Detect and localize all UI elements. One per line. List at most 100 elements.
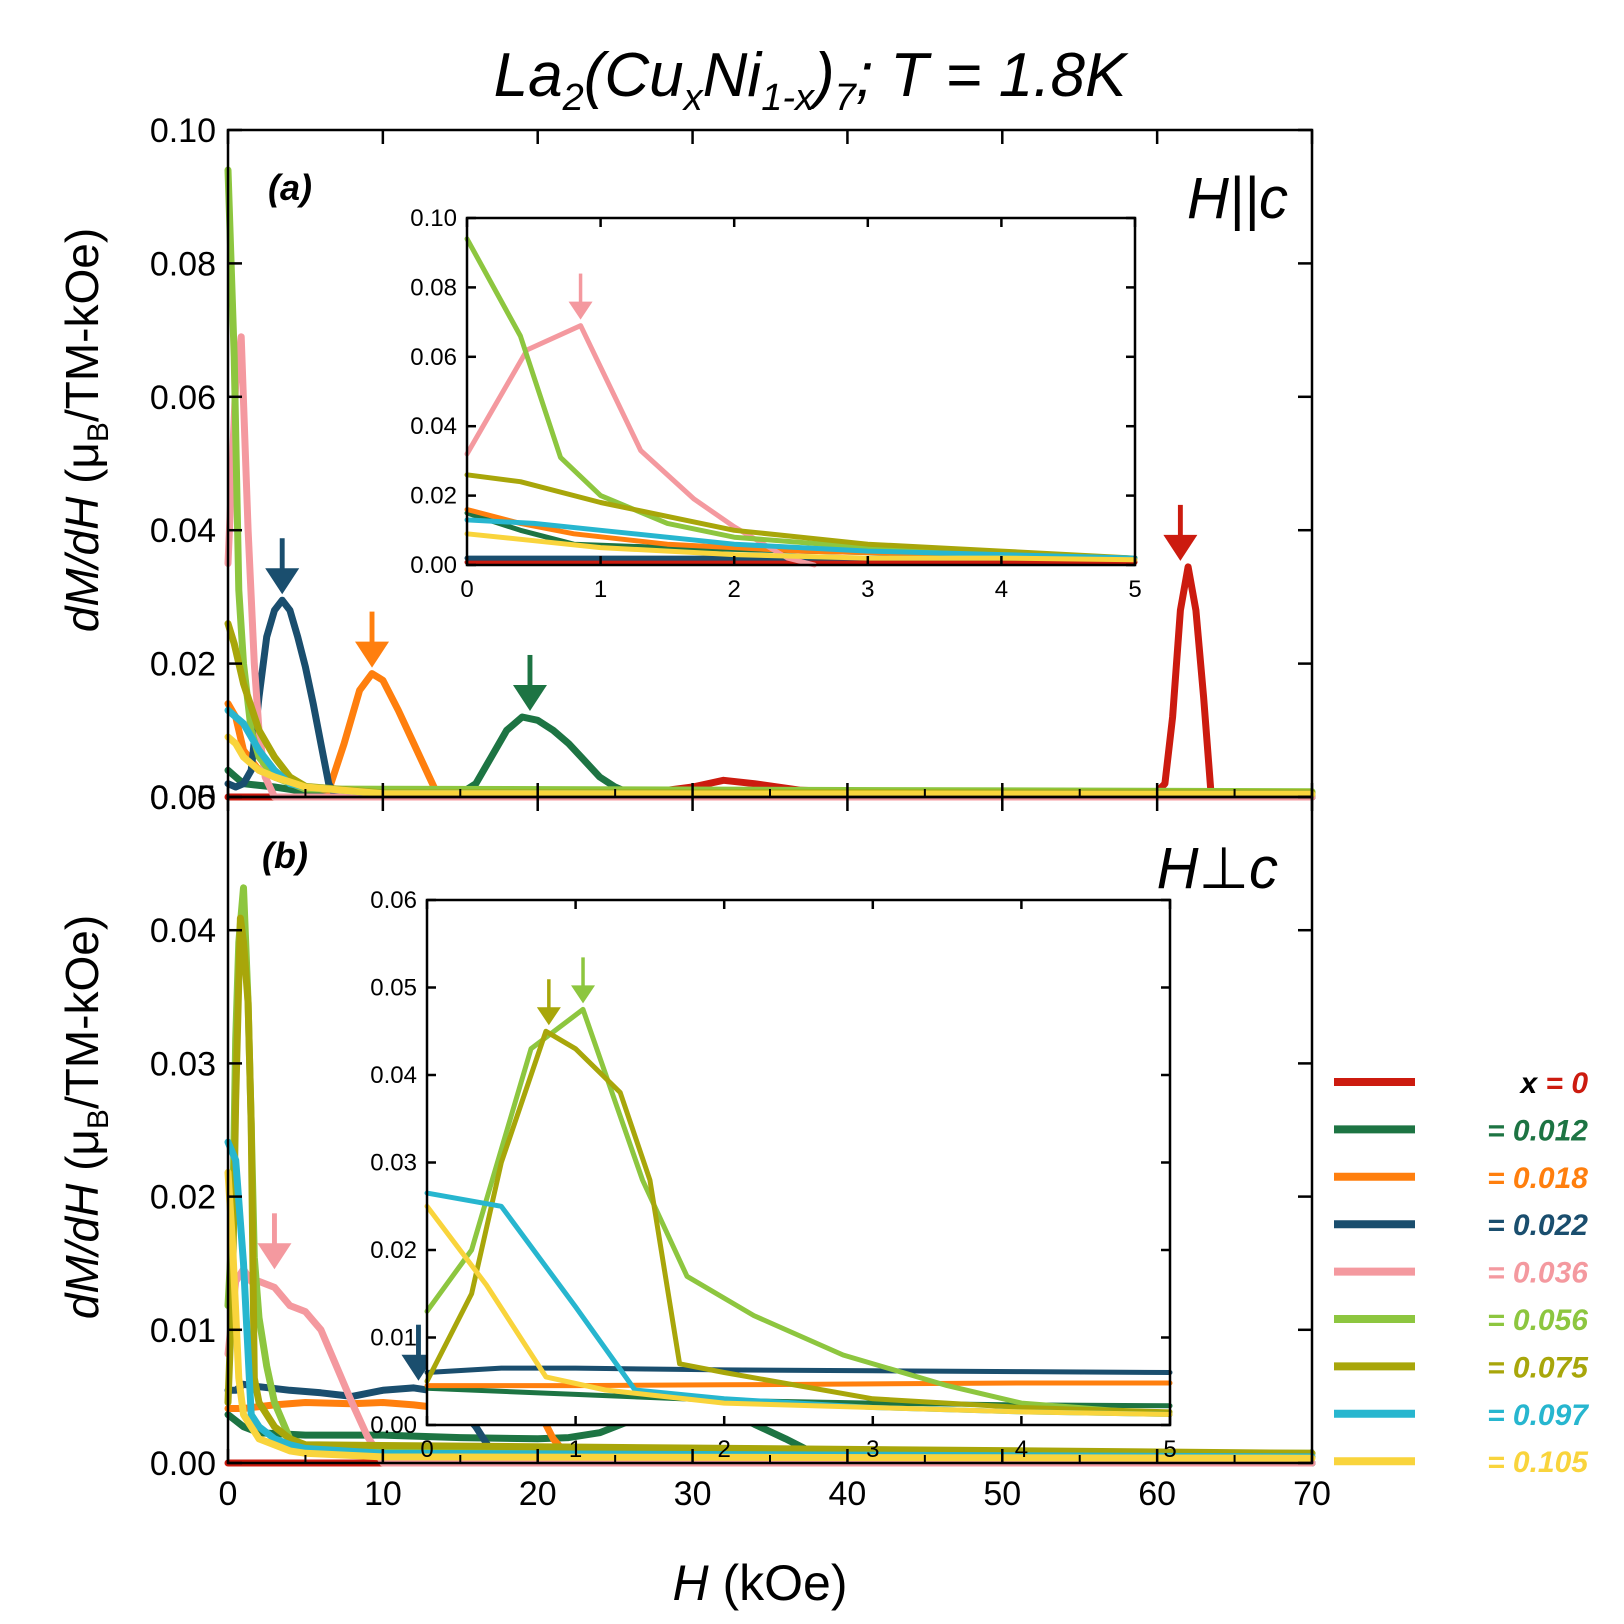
plot-frame bbox=[465, 216, 1137, 567]
series-line-x0105 bbox=[224, 1168, 1316, 1462]
series-line-x0022 bbox=[424, 1365, 1173, 1375]
series-line-x0105 bbox=[224, 733, 1316, 798]
y-tick-label: 0.06 bbox=[370, 887, 417, 914]
panel-b-inset: 0 1 2 3 4 5 0.00 0.01 0.02 0.03 0.04 0.05 0.06 bbox=[370, 887, 1176, 1463]
x-tick-label: 4 bbox=[995, 576, 1008, 603]
series-line-x0097 bbox=[224, 1138, 1316, 1461]
y-tick-label: 0.06 bbox=[150, 379, 216, 417]
peak-arrow-x0036 bbox=[257, 1213, 292, 1270]
x-axis-label: H (kOe) bbox=[672, 1555, 847, 1611]
inset-background bbox=[467, 218, 1135, 565]
peak-arrow-x0036 bbox=[568, 273, 593, 320]
series-line-x0097 bbox=[224, 706, 1316, 798]
x-tick-label: 30 bbox=[674, 1475, 712, 1513]
x-tick-label: 0 bbox=[460, 576, 473, 603]
series-group bbox=[464, 236, 1138, 568]
y-tick-label: 0.00 bbox=[410, 552, 457, 579]
x-tick-label: 5 bbox=[1128, 576, 1141, 603]
y-tick-label: 0.04 bbox=[410, 413, 457, 440]
legend-item-x0012: = 0.012 bbox=[1334, 1114, 1588, 1147]
legend-label: = 0.036 bbox=[1487, 1257, 1588, 1290]
panel-b-orientation: H⊥c bbox=[1157, 836, 1278, 901]
x-tick-label: 2 bbox=[718, 1436, 731, 1463]
y-tick-label: 0.01 bbox=[370, 1325, 417, 1352]
panel-b-label: (b) bbox=[262, 835, 308, 876]
series-group bbox=[224, 166, 1316, 801]
x-tick-label: 4 bbox=[1015, 1436, 1028, 1463]
panel-a-orientation: H||c bbox=[1187, 166, 1288, 231]
y-tick-label: 0.08 bbox=[410, 274, 457, 301]
series-line-x0056 bbox=[424, 1006, 1173, 1417]
x-tick-label: 3 bbox=[866, 1436, 879, 1463]
legend-label: = 0.012 bbox=[1487, 1114, 1588, 1147]
y-tick-label: 0.03 bbox=[150, 1045, 216, 1083]
y-tick-label: 0.10 bbox=[410, 205, 457, 232]
legend: x = 0 = 0.012 = 0.018 = 0.022 = 0.036 = 0.056… bbox=[1334, 1067, 1589, 1479]
peak-arrow-x0 bbox=[1163, 504, 1198, 561]
legend-item-x0056: = 0.056 bbox=[1334, 1304, 1588, 1337]
series-line-x0075 bbox=[224, 914, 1316, 1457]
x-tick-label: 70 bbox=[1293, 1475, 1331, 1513]
y-tick-label: 0.05 bbox=[370, 975, 417, 1002]
legend-label: = 0.075 bbox=[1487, 1351, 1589, 1384]
y-tick-label: 0.01 bbox=[150, 1312, 216, 1350]
peak-arrow-x0022 bbox=[265, 538, 300, 595]
legend-item-x0036: = 0.036 bbox=[1334, 1257, 1588, 1290]
series-line-x0097 bbox=[464, 517, 1138, 561]
peak-arrow-x0056 bbox=[571, 957, 596, 1004]
y-tick-label: 0.03 bbox=[370, 1150, 417, 1177]
series-line-x0018 bbox=[224, 670, 1316, 801]
legend-label: = 0.097 bbox=[1487, 1399, 1589, 1432]
peak-arrow-x0075 bbox=[536, 979, 561, 1026]
y-axis-label-b: dM/dH (μB/TM-kOe) bbox=[56, 915, 115, 1319]
y-tick-label: 0.02 bbox=[370, 1237, 417, 1264]
legend-label: = 0.022 bbox=[1487, 1209, 1588, 1242]
y-tick-label: 0.02 bbox=[150, 646, 216, 684]
y-tick-label: 0.02 bbox=[150, 1179, 216, 1217]
x-tick-label: 5 bbox=[1163, 1436, 1176, 1463]
legend-item-x0097: = 0.097 bbox=[1334, 1399, 1589, 1432]
y-tick-label: 0.00 bbox=[370, 1412, 417, 1439]
legend-item-x0105: = 0.105 bbox=[1334, 1446, 1589, 1479]
legend-item-x0022: = 0.022 bbox=[1334, 1209, 1588, 1242]
legend-label: = 0.105 bbox=[1487, 1446, 1589, 1479]
x-tick-label: 1 bbox=[594, 576, 607, 603]
legend-label: = 0.056 bbox=[1487, 1304, 1588, 1337]
legend-label: = 0.018 bbox=[1487, 1162, 1588, 1195]
y-tick-label: 0.04 bbox=[150, 512, 216, 550]
y-tick-label: 0.05 bbox=[150, 779, 216, 817]
y-tick-label: 0.02 bbox=[410, 483, 457, 510]
legend-item-x0018: = 0.018 bbox=[1334, 1162, 1588, 1195]
y-tick-label: 0.08 bbox=[150, 245, 216, 283]
x-tick-label: 0 bbox=[420, 1436, 433, 1463]
x-tick-label: 40 bbox=[829, 1475, 867, 1513]
legend-label: x = 0 bbox=[1518, 1067, 1588, 1100]
y-tick-label: 0.10 bbox=[150, 112, 216, 150]
y-tick-label: 0.00 bbox=[150, 779, 216, 817]
panel-a-inset: 0 1 2 3 4 5 0.00 0.02 0.04 0.06 0.08 0.10 bbox=[410, 205, 1141, 603]
series-line-x0022 bbox=[224, 596, 1316, 801]
legend-item-x0: x = 0 bbox=[1334, 1067, 1588, 1100]
x-tick-label: 10 bbox=[364, 1475, 402, 1513]
y-tick-label: 0.06 bbox=[410, 344, 457, 371]
series-line-x0036 bbox=[464, 323, 817, 568]
x-tick-label: 50 bbox=[983, 1475, 1021, 1513]
y-tick-label: 0.04 bbox=[150, 912, 216, 950]
x-tick-label: 1 bbox=[569, 1436, 582, 1463]
series-line-x0105 bbox=[424, 1203, 1173, 1417]
peak-arrow-x0018 bbox=[355, 611, 390, 668]
x-tick-label: 2 bbox=[728, 576, 741, 603]
x-tick-label: 3 bbox=[861, 576, 874, 603]
series-line-x0012 bbox=[224, 713, 1316, 801]
y-tick-label: 0.00 bbox=[150, 1445, 216, 1483]
series-line-x0075 bbox=[464, 472, 1138, 561]
series-line-x0075 bbox=[224, 620, 1316, 797]
y-axis-label-a: dM/dH (μB/TM-kOe) bbox=[56, 228, 115, 632]
x-tick-label: 20 bbox=[519, 1475, 557, 1513]
panel-a-label: (a) bbox=[268, 167, 312, 208]
x-tick-label: 0 bbox=[219, 1475, 238, 1513]
inset-background bbox=[427, 900, 1170, 1425]
series-group bbox=[424, 1006, 1173, 1417]
peak-arrow-x0012 bbox=[512, 654, 547, 711]
